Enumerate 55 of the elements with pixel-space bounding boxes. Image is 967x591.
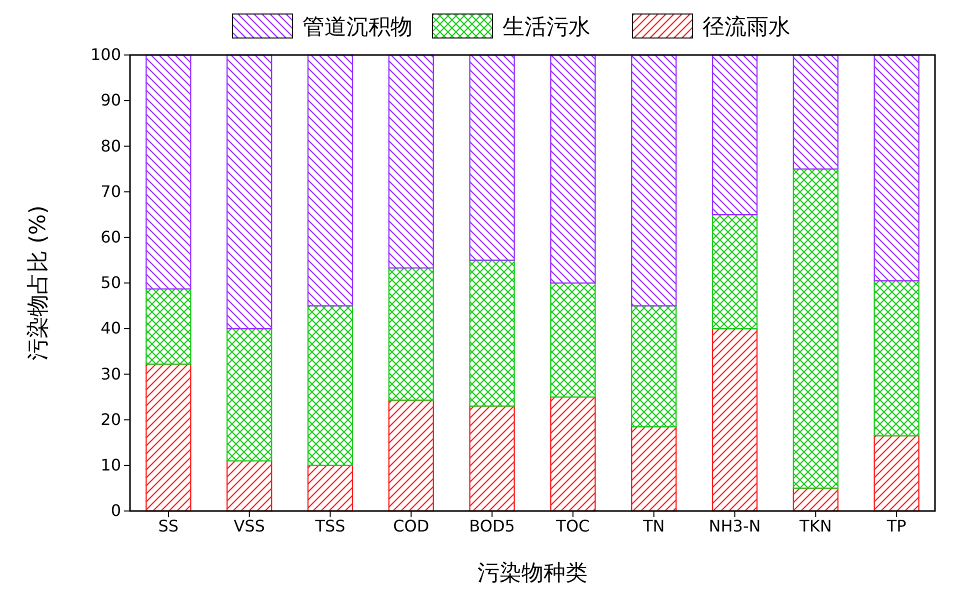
x-tick-label: BOD5	[469, 516, 515, 536]
bar	[388, 267, 434, 401]
x-axis-title: 污染物种类	[478, 561, 588, 586]
y-tick-label: 100	[90, 45, 121, 64]
y-tick-label: 70	[100, 182, 121, 201]
y-axis-title: 污染物占比 (%)	[26, 205, 51, 361]
bar	[388, 54, 434, 269]
bar	[631, 54, 677, 306]
bar	[146, 288, 192, 365]
y-tick-label: 10	[100, 456, 121, 475]
x-tick-label: TP	[886, 516, 907, 536]
bar	[307, 305, 354, 466]
y-tick-label: 90	[100, 90, 121, 110]
bar	[712, 328, 758, 512]
bar	[550, 396, 596, 512]
bar	[226, 54, 272, 330]
legend-label: 生活污水	[502, 15, 590, 40]
x-tick-label: NH3-N	[708, 516, 761, 536]
bar	[874, 54, 920, 282]
y-tick-label: 40	[100, 318, 121, 338]
bar	[792, 168, 839, 489]
x-tick-label: TSS	[314, 516, 346, 536]
y-tick-label: 60	[100, 228, 121, 247]
x-tick-label: TN	[642, 516, 665, 536]
bar	[874, 435, 920, 512]
bar	[388, 400, 434, 512]
bar	[550, 54, 596, 284]
bar	[226, 460, 272, 512]
bar	[631, 305, 677, 428]
x-tick-label: TOC	[555, 516, 590, 536]
legend-label: 管道沉积物	[302, 15, 412, 40]
y-tick-label: 0	[110, 501, 121, 520]
bar	[307, 54, 354, 306]
legend-label: 径流雨水	[702, 15, 790, 40]
bar	[874, 280, 920, 436]
bar	[550, 282, 596, 398]
bar	[792, 54, 839, 170]
x-tick-label: VSS	[234, 516, 265, 536]
bar	[226, 328, 272, 462]
bar	[712, 214, 758, 330]
y-tick-label: 80	[100, 136, 121, 156]
x-tick-label: COD	[393, 516, 430, 536]
bar	[712, 54, 758, 216]
y-tick-label: 50	[100, 273, 121, 292]
x-tick-label: SS	[158, 516, 179, 536]
bar	[146, 54, 192, 290]
bar	[469, 260, 515, 407]
y-tick-label: 20	[100, 410, 121, 429]
y-tick-label: 30	[100, 364, 121, 384]
bar	[146, 364, 192, 512]
x-tick-label: TKN	[798, 516, 832, 536]
bar	[469, 54, 515, 261]
bar	[469, 406, 515, 512]
bar	[631, 426, 677, 512]
bar	[307, 464, 354, 512]
